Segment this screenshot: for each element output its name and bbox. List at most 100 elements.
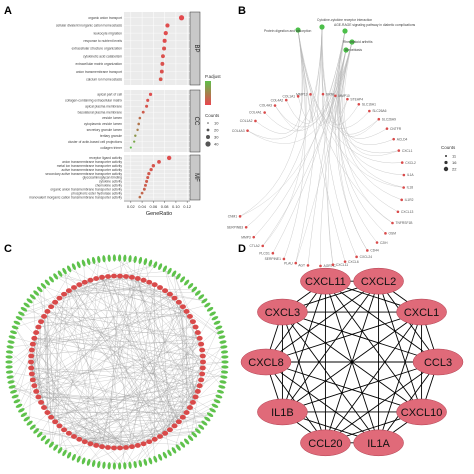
network-edge bbox=[321, 26, 334, 265]
gene-label: MMP13 bbox=[296, 93, 308, 97]
dot-point bbox=[151, 164, 156, 168]
pathway-label: Cytokine-cytokine receptor interaction bbox=[317, 18, 372, 22]
inner-node bbox=[140, 441, 147, 447]
outer-node bbox=[217, 330, 224, 335]
network-edge bbox=[131, 313, 213, 447]
inner-node bbox=[61, 291, 68, 297]
network-edge bbox=[90, 311, 187, 444]
hub-node bbox=[353, 429, 404, 457]
gene-label: SERPINE1 bbox=[265, 257, 281, 261]
inner-node bbox=[183, 309, 190, 314]
network-edge bbox=[59, 297, 208, 420]
hub-node bbox=[353, 267, 404, 295]
outer-node bbox=[53, 273, 59, 280]
network-edge bbox=[43, 316, 52, 418]
network-edge bbox=[145, 261, 175, 426]
gene-node bbox=[368, 109, 371, 113]
network-edge bbox=[119, 275, 204, 363]
outer-node bbox=[48, 276, 54, 283]
gene-label: SRNI bbox=[326, 92, 334, 96]
hub-node-label: CCL20 bbox=[308, 438, 342, 450]
outer-node bbox=[81, 457, 86, 465]
inner-node bbox=[65, 430, 72, 436]
gene-node bbox=[261, 244, 265, 248]
inner-node bbox=[186, 314, 193, 319]
inner-node bbox=[134, 443, 141, 448]
outer-node bbox=[153, 455, 158, 463]
network-edge bbox=[14, 327, 32, 357]
network-edge bbox=[103, 258, 166, 434]
outer-node bbox=[86, 258, 91, 266]
gene-label: IL1R2 bbox=[405, 198, 414, 202]
inner-node bbox=[140, 277, 147, 283]
network-edge bbox=[32, 297, 175, 428]
term-label: active transmembrane transporter activit… bbox=[62, 168, 123, 172]
network-edge bbox=[31, 367, 205, 424]
outer-node bbox=[71, 453, 76, 461]
network-edge bbox=[43, 285, 171, 430]
inner-node bbox=[31, 383, 38, 389]
inner-node bbox=[198, 377, 205, 383]
inner-node bbox=[117, 273, 124, 279]
network-edge bbox=[340, 41, 388, 139]
network-edge bbox=[32, 296, 42, 403]
network-edge bbox=[78, 321, 194, 460]
x-tick-label: 0.12 bbox=[183, 204, 192, 209]
outer-node bbox=[102, 461, 106, 469]
network-edge bbox=[68, 292, 198, 434]
outer-node bbox=[66, 265, 72, 273]
gene-label: ACLD4 bbox=[397, 137, 408, 141]
network-edge bbox=[297, 29, 404, 188]
network-edge bbox=[59, 284, 155, 299]
inner-node bbox=[171, 423, 178, 429]
network-edge bbox=[165, 405, 216, 434]
outer-node bbox=[36, 286, 43, 293]
inner-node bbox=[122, 445, 129, 450]
gene-node bbox=[402, 186, 405, 189]
inner-node bbox=[29, 341, 36, 347]
network-edge bbox=[43, 316, 208, 420]
dot-point bbox=[160, 61, 165, 66]
dot-point bbox=[162, 38, 167, 43]
inner-node bbox=[122, 274, 129, 279]
pathway-node bbox=[319, 24, 325, 30]
network-edge bbox=[43, 285, 65, 295]
network-edge bbox=[79, 439, 183, 445]
inner-node bbox=[199, 371, 206, 377]
term-label: tertiary granule bbox=[100, 134, 122, 138]
outer-node bbox=[53, 444, 59, 451]
outer-node bbox=[158, 453, 163, 461]
network-edge bbox=[339, 30, 393, 224]
outer-node bbox=[220, 345, 228, 349]
network-edge bbox=[10, 376, 91, 444]
hub-edge bbox=[378, 311, 423, 443]
network-edge bbox=[64, 271, 97, 446]
term-label: extracellular matrix organization bbox=[75, 62, 122, 66]
outer-node bbox=[213, 399, 221, 404]
outer-node bbox=[33, 290, 40, 296]
outer-node bbox=[184, 438, 190, 445]
term-label: organic anion transport bbox=[88, 16, 122, 20]
network-edge bbox=[339, 49, 404, 176]
inner-node bbox=[198, 341, 205, 347]
hub-node-label: CXCL10 bbox=[401, 407, 443, 419]
legend-counts-title: Counts bbox=[205, 113, 220, 118]
dot-point bbox=[149, 168, 153, 172]
gene-node bbox=[273, 104, 277, 107]
outer-node bbox=[194, 428, 201, 434]
outer-node bbox=[13, 399, 21, 404]
outer-node bbox=[7, 340, 15, 344]
gene-node bbox=[377, 117, 381, 121]
network-edge bbox=[246, 26, 323, 228]
network-edge bbox=[297, 29, 403, 164]
gene-node bbox=[400, 161, 404, 164]
legend-padj-title: P.adjust bbox=[205, 74, 221, 79]
network-edge bbox=[202, 346, 224, 363]
inner-node bbox=[44, 410, 51, 415]
x-tick-label: 0.04 bbox=[138, 204, 147, 209]
network-edge bbox=[73, 321, 194, 437]
dot-point bbox=[165, 23, 170, 28]
outer-node bbox=[107, 254, 111, 262]
hub-edge bbox=[325, 361, 439, 444]
outer-node bbox=[5, 355, 13, 359]
